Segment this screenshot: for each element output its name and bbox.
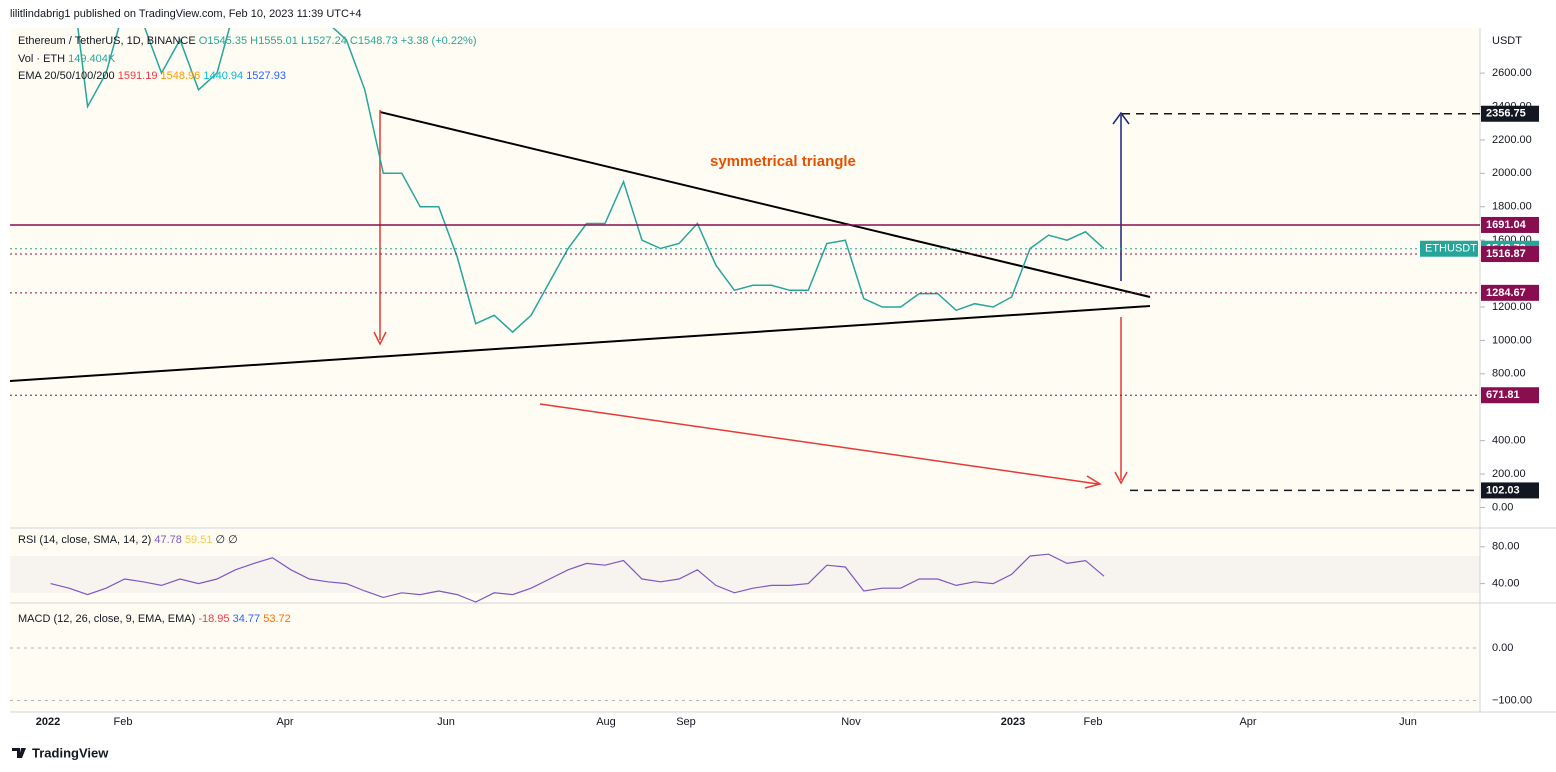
x-tick-label: Sep: [676, 716, 696, 728]
y-tick-label: 200.00: [1492, 468, 1526, 480]
price-label-bg: [1481, 246, 1539, 263]
publisher: lilitlindabrig1 published on TradingView…: [10, 8, 362, 20]
volume: Vol · ETH 149.404K: [18, 53, 116, 65]
price-label-bg: [1481, 216, 1539, 233]
x-tick-label: Apr: [1239, 716, 1256, 728]
price-label-bg: [1481, 105, 1539, 122]
rsi-line: [50, 553, 1105, 603]
rsi-legend: RSI (14, close, SMA, 14, 2) 47.78 59.51 …: [18, 534, 238, 546]
price-label: 1691.04: [1486, 219, 1527, 231]
price-label: 2356.75: [1486, 108, 1526, 120]
price-label: 671.81: [1486, 389, 1520, 401]
price-label: 102.03: [1486, 484, 1520, 496]
x-tick-label: Feb: [1084, 716, 1103, 728]
y-tick-label: 400.00: [1492, 435, 1526, 447]
ema: EMA 20/50/100/200 1591.19 1548.96 1440.9…: [18, 70, 286, 82]
y-tick-label: 2000.00: [1492, 167, 1532, 179]
y-tick-label: −100.00: [1492, 694, 1532, 706]
symbol: Ethereum / TetherUS, 1D, BINANCE O1545.3…: [18, 35, 477, 47]
rsi-band: [10, 556, 1480, 593]
y-tick-label: 0.00: [1492, 501, 1513, 513]
price-pane: [10, 28, 1151, 489]
y-tick-label: 0.00: [1492, 642, 1513, 654]
x-tick-label: Aug: [596, 716, 616, 728]
price-label-bg: [1481, 284, 1539, 301]
arrow-head: [373, 331, 387, 346]
y-tick-label: 80.00: [1492, 541, 1520, 553]
y-tick-label: 2200.00: [1492, 134, 1532, 146]
triangle-lower: [10, 305, 1151, 382]
y-tick-label: 800.00: [1492, 368, 1526, 380]
price-label: 1516.87: [1486, 248, 1526, 260]
y-tick-label: 40.00: [1492, 578, 1520, 590]
y-tick-label: 1000.00: [1492, 334, 1532, 346]
triangle-upper: [379, 111, 1151, 298]
price-label-bg: [1481, 387, 1539, 404]
price-unit: USDT: [1492, 35, 1522, 47]
x-tick-label: Nov: [841, 716, 861, 728]
arrow-head: [1112, 111, 1130, 125]
y-tick-label: 1800.00: [1492, 201, 1532, 213]
annotation: symmetrical triangle: [710, 153, 856, 170]
legend: Ethereum / TetherUS, 1D, BINANCE O1545.3…: [18, 35, 477, 625]
price-label-bg: [1481, 482, 1539, 499]
arrow-head: [1084, 475, 1102, 489]
footer-brand: TradingView: [32, 745, 109, 760]
macd-legend: MACD (12, 26, close, 9, EMA, EMA) -18.95…: [18, 613, 291, 625]
y-tick-label: 2600.00: [1492, 67, 1532, 79]
symbol-tag-bg: [1420, 240, 1478, 257]
x-tick-label: Feb: [114, 716, 133, 728]
price-line: [77, 28, 1105, 334]
x-tick-label: 2022: [36, 716, 60, 728]
y-tick-label: 1200.00: [1492, 301, 1532, 313]
x-tick-label: 2023: [1001, 716, 1025, 728]
chart-area: [10, 28, 1480, 712]
x-tick-label: Jun: [437, 716, 455, 728]
logo: [12, 748, 26, 758]
price-label: 1284.67: [1486, 287, 1526, 299]
symbol-tag: ETHUSDT: [1425, 243, 1477, 255]
x-tick-label: Jun: [1399, 716, 1417, 728]
x-tick-label: Apr: [276, 716, 293, 728]
arrow-head: [1114, 471, 1128, 485]
arrow: [539, 403, 1099, 485]
